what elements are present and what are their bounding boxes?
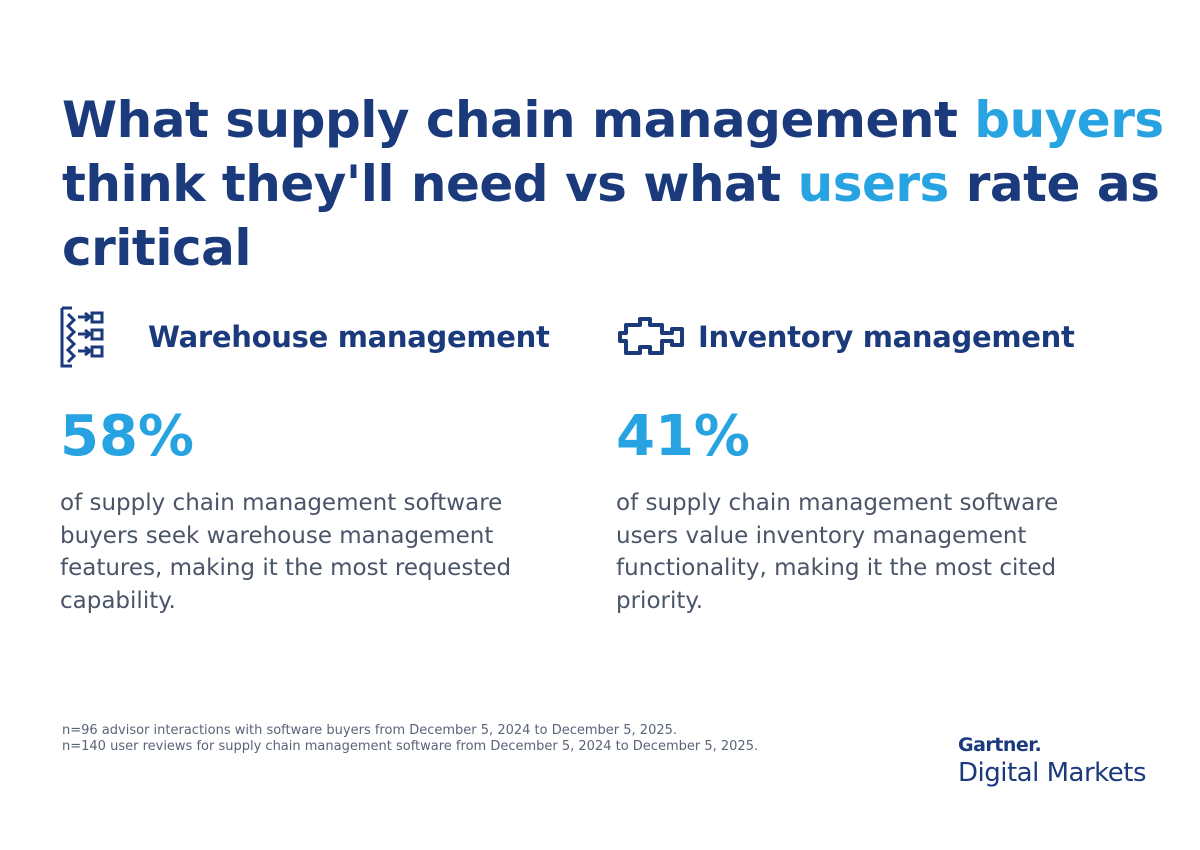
title-segment: buyers — [974, 91, 1164, 149]
card-heading: Warehouse management — [148, 320, 550, 354]
title-segment: rate as — [948, 155, 1160, 213]
title-line: What supply chain management buyers — [62, 88, 1164, 152]
description: of supply chain management software buye… — [60, 490, 512, 614]
inventory-icon — [618, 317, 684, 355]
card: Inventory management 41% of supply chain… — [616, 305, 1116, 617]
title-segment: What supply chain management — [62, 91, 975, 149]
logo: Gartner. Digital Markets — [958, 734, 1147, 788]
footnote: n=96 advisor interactions with software … — [62, 723, 678, 738]
card-header: Inventory management — [616, 305, 1116, 369]
title-segment: think they'll need vs what — [62, 155, 798, 213]
card-header: Warehouse management — [60, 305, 560, 369]
title-line: critical — [62, 216, 1164, 280]
logo-brand: Gartner. — [958, 734, 1042, 756]
footnote: n=140 user reviews for supply chain mana… — [62, 739, 759, 754]
logo-product: Digital Markets — [958, 758, 1147, 788]
card-heading: Inventory management — [698, 320, 1075, 354]
title-segment: critical — [62, 219, 252, 277]
stat: 41% — [616, 404, 751, 469]
title-segment: users — [797, 155, 950, 213]
title: What supply chain management buyers think… — [62, 88, 1164, 280]
description: of supply chain management software user… — [616, 490, 1059, 614]
card: Warehouse management 58% of supply chain… — [60, 305, 560, 617]
warehouse-icon — [60, 306, 104, 368]
footnotes: n=96 advisor interactions with software … — [62, 723, 758, 755]
stat: 58% — [60, 404, 195, 469]
title-line: think they'll need vs what users rate as — [62, 152, 1164, 216]
